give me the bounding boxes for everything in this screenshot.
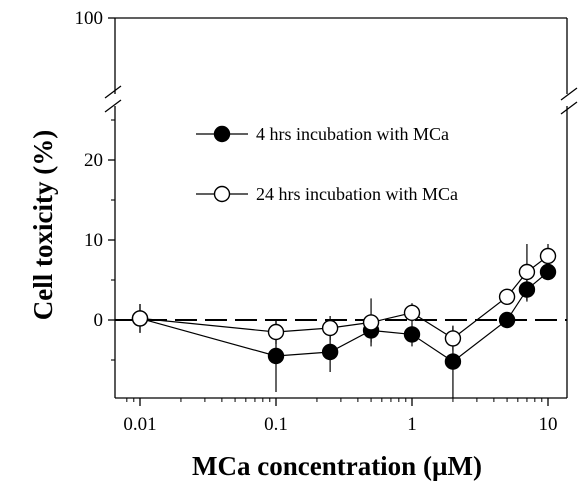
data-point [498, 311, 516, 329]
right-axis-break-mark [560, 87, 578, 101]
data-point [267, 323, 285, 341]
x-tick-label: 1 [407, 414, 417, 435]
series-1 [131, 263, 557, 398]
legend: 4 hrs incubation with MCa 24 hrs incubati… [196, 124, 458, 204]
x-tick-label: 0.1 [264, 414, 288, 435]
plot-frame [104, 17, 578, 399]
y-axis-break-mark [104, 99, 122, 113]
y-tick-label: 0 [94, 310, 104, 331]
legend-label: 24 hrs incubation with MCa [256, 184, 458, 204]
data-point [362, 314, 380, 331]
series-layer [131, 244, 557, 398]
legend-marker [213, 185, 231, 203]
x-axis-title: MCa concentration (µM) [192, 451, 482, 481]
y-axis-break-mark [104, 85, 122, 99]
data-point [403, 304, 421, 321]
data-point [403, 326, 421, 343]
data-point [321, 343, 339, 361]
legend-label: 4 hrs incubation with MCa [256, 124, 449, 144]
data-point [444, 353, 462, 370]
data-point [539, 247, 557, 265]
data-point [321, 319, 339, 337]
axis-ticks: 0 10 20 100 0.01 0.1 1 10 [75, 8, 558, 435]
y-tick-label: 20 [84, 150, 103, 171]
x-tick-label: 0.01 [123, 414, 156, 435]
data-point [131, 310, 149, 327]
y-tick-label: 100 [75, 8, 104, 29]
legend-marker [213, 125, 231, 143]
series-line [139, 271, 549, 363]
y-tick-label: 10 [84, 230, 103, 251]
data-point [444, 330, 462, 347]
right-axis-break-mark [560, 101, 578, 115]
series-line [139, 255, 549, 340]
data-point [518, 263, 536, 281]
x-tick-label: 10 [539, 414, 558, 435]
data-point [267, 347, 285, 365]
series-2 [131, 244, 557, 351]
data-point [498, 288, 516, 305]
y-axis-title: Cell toxicity (%) [28, 130, 58, 320]
